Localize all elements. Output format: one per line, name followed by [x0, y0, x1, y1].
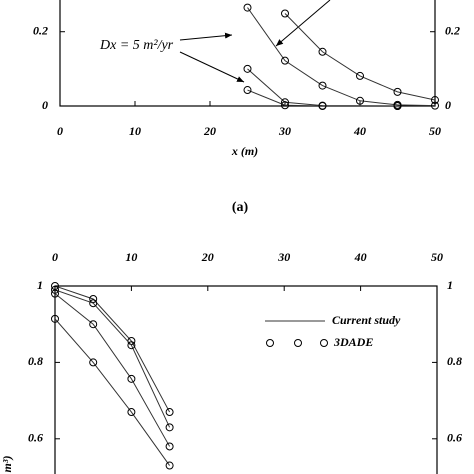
- data-marker: [318, 47, 327, 56]
- y-tick-label: 0.8: [447, 354, 462, 368]
- x-tick-label: 0: [52, 250, 58, 264]
- curve: [55, 318, 171, 466]
- data-marker: [165, 461, 174, 470]
- x-tick-label: 10: [129, 124, 141, 138]
- legend-label: Current study: [332, 313, 401, 327]
- arrow: [179, 32, 233, 41]
- y-tick-label: 0.8: [28, 354, 43, 368]
- curve: [247, 7, 435, 106]
- y-tick-label: 0.2: [445, 23, 460, 37]
- data-marker: [51, 282, 59, 290]
- data-marker: [51, 289, 59, 298]
- x-tick-label: 30: [278, 124, 291, 138]
- data-marker: [318, 81, 327, 90]
- curve: [55, 286, 171, 413]
- data-marker: [431, 101, 439, 110]
- data-marker: [281, 9, 289, 18]
- x-tick-label: 50: [429, 124, 441, 138]
- data-marker: [243, 86, 252, 95]
- plot-frame: [54, 285, 438, 474]
- y-tick-label: 1: [37, 278, 43, 292]
- legend-label: 3DADE: [333, 335, 373, 349]
- curve: [55, 293, 171, 447]
- x-tick-label: 40: [354, 250, 367, 264]
- data-marker: [51, 314, 59, 323]
- data-marker: [281, 98, 289, 107]
- y-tick-label: 0.6: [28, 431, 43, 445]
- x-tick-label: 50: [431, 250, 443, 264]
- arrow: [179, 51, 245, 83]
- x-tick-label: 30: [277, 250, 290, 264]
- data-marker: [318, 102, 327, 110]
- x-tick-label: 10: [125, 250, 137, 264]
- data-marker: [51, 285, 59, 294]
- data-marker: [393, 87, 402, 96]
- curve: [247, 68, 398, 106]
- data-marker: [165, 442, 174, 451]
- data-marker: [127, 374, 136, 383]
- data-marker: [127, 408, 136, 417]
- y-axis-label: m³): [0, 456, 14, 473]
- x-tick-label: 20: [201, 250, 214, 264]
- data-marker: [89, 320, 98, 329]
- arrow: [275, 0, 331, 47]
- curve: [247, 89, 398, 106]
- data-marker: [165, 423, 174, 432]
- x-tick-label: 40: [353, 124, 366, 138]
- x-tick-label: 0: [57, 124, 63, 138]
- data-marker: [89, 294, 98, 303]
- y-tick-label: 0.6: [447, 431, 462, 445]
- legend-marker: [294, 339, 302, 347]
- curve: [55, 289, 171, 428]
- data-marker: [281, 101, 289, 110]
- data-marker: [243, 3, 252, 12]
- data-marker: [356, 71, 364, 80]
- y-tick-label: 0: [445, 98, 451, 112]
- data-marker: [431, 96, 439, 105]
- plot-frame: [59, 0, 436, 107]
- data-marker: [165, 408, 174, 417]
- legend-marker: [266, 339, 274, 347]
- panel-label: (a): [232, 200, 249, 215]
- data-marker: [243, 64, 252, 73]
- legend-marker: [320, 339, 328, 347]
- data-marker: [89, 358, 98, 367]
- data-marker: [89, 299, 98, 308]
- data-marker: [127, 341, 136, 350]
- y-tick-label: 1: [447, 278, 453, 292]
- x-tick-label: 20: [203, 124, 216, 138]
- x-axis-label: x (m): [231, 144, 258, 158]
- y-tick-label: 0.2: [33, 23, 48, 37]
- annotation: Dx = 5 m²/yr: [99, 38, 174, 53]
- data-marker: [393, 102, 402, 110]
- curve: [284, 13, 435, 101]
- data-marker: [356, 96, 364, 105]
- y-tick-label: 0: [42, 98, 48, 112]
- data-marker: [281, 56, 289, 65]
